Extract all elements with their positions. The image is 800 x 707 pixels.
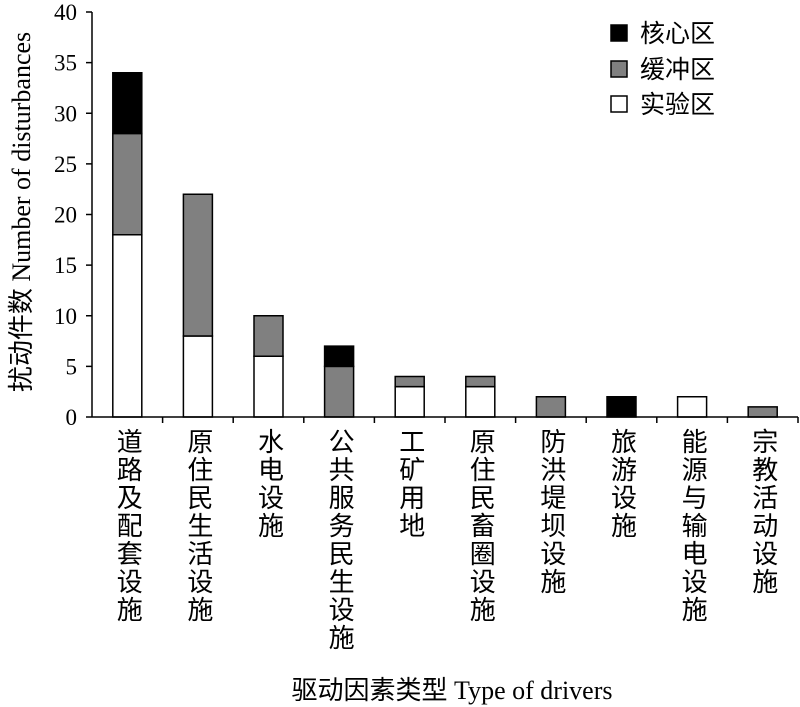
bar-segment-experimental-zone-2 [253, 355, 284, 418]
bar-segment-buffer-zone-5 [465, 375, 496, 388]
bar-segment-experimental-zone-5 [465, 385, 496, 418]
bar-segment-buffer-zone-9 [747, 406, 778, 418]
y-tick-label: 25 [54, 152, 77, 177]
y-ticks-group: 0 5 10 15 20 25 30 35 40 [54, 0, 92, 430]
legend-label-experimental-zone: 实验区 [640, 91, 715, 119]
y-tick-label: 20 [54, 203, 77, 228]
bar-segment-buffer-zone-6 [535, 396, 567, 418]
y-axis-title: 扰动件数 Number of disturbances [7, 32, 36, 392]
x-ticks-group [161, 417, 799, 423]
legend-swatch-buffer-zone [610, 60, 628, 78]
y-tick-label: 30 [54, 101, 77, 126]
bar-segment-core-zone-0 [112, 72, 143, 135]
bar-segment-experimental-zone-1 [182, 335, 214, 418]
legend-swatch-experimental-zone [610, 95, 628, 113]
bar-segment-buffer-zone-1 [182, 193, 214, 337]
y-tick-label: 40 [54, 0, 77, 25]
bar-segment-buffer-zone-3 [323, 365, 355, 418]
bar-segment-buffer-zone-2 [253, 315, 284, 357]
bar-segment-core-zone-7 [606, 396, 637, 418]
y-tick-label: 35 [54, 51, 77, 76]
legend-label-core-zone: 核心区 [640, 20, 715, 48]
bar-segment-experimental-zone-8 [676, 396, 708, 418]
bar-segment-buffer-zone-4 [394, 375, 425, 388]
bar-segment-core-zone-3 [323, 345, 355, 368]
legend-label-buffer-zone: 缓冲区 [640, 56, 715, 84]
y-tick-label: 10 [54, 304, 77, 329]
legend-swatch-core-zone [610, 24, 628, 42]
legend: 核心区 缓冲区 实验区 [610, 20, 715, 119]
bar-segment-buffer-zone-0 [112, 132, 143, 236]
y-tick-label: 0 [66, 405, 78, 430]
bars-group [112, 72, 778, 418]
y-tick-label: 15 [54, 253, 77, 278]
y-tick-label: 5 [66, 354, 78, 379]
bar-segment-experimental-zone-4 [394, 385, 425, 418]
bar-segment-experimental-zone-0 [112, 234, 143, 418]
x-axis-title: 驱动因素类型 Type of drivers [292, 676, 613, 705]
